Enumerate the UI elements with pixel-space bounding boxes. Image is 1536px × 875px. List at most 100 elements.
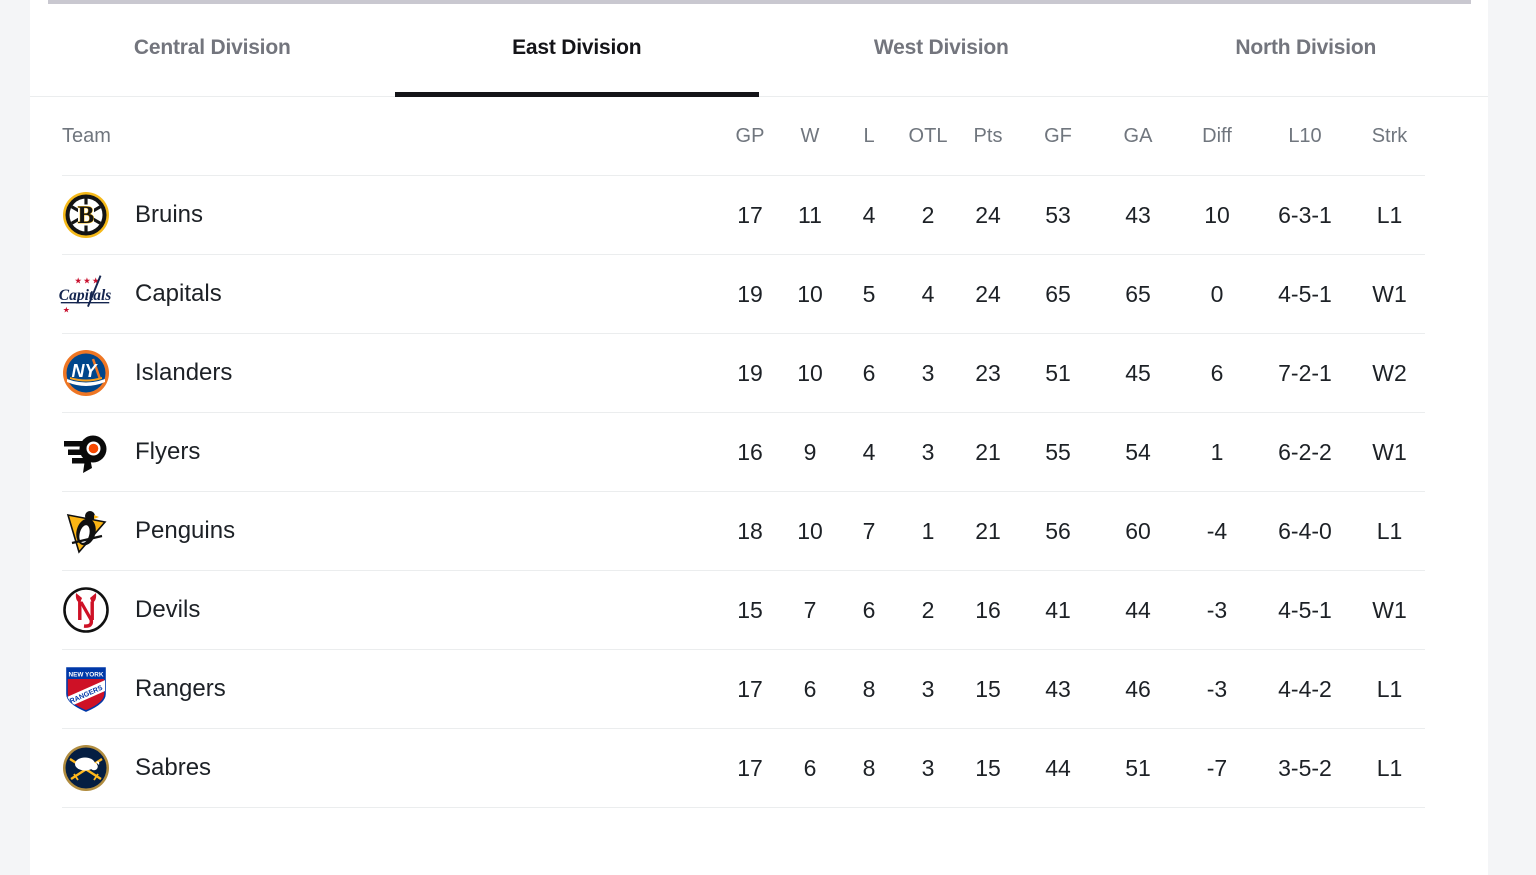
column-header-gf: GF <box>1044 124 1072 147</box>
devils-logo: N <box>62 586 110 634</box>
team-name: Capitals <box>135 280 222 307</box>
tab-west-division[interactable]: West Division <box>759 0 1124 96</box>
team-cell[interactable]: Penguins <box>62 507 720 555</box>
table-row[interactable]: B Bruins 17 11 4 2 24 53 43 10 6-3-1 L1 <box>62 176 1425 255</box>
tab-central-division[interactable]: Central Division <box>30 0 395 96</box>
cell-w: 6 <box>803 675 817 702</box>
tab-label: West Division <box>873 36 1009 59</box>
team-cell[interactable]: Flyers <box>62 428 720 476</box>
cell-gf: 41 <box>1045 596 1071 623</box>
svg-text:B: B <box>78 202 95 229</box>
team-cell[interactable]: N Devils <box>62 586 720 634</box>
cell-diff: -3 <box>1206 675 1228 702</box>
cell-otl: 2 <box>921 596 935 623</box>
cell-diff: -7 <box>1206 754 1228 781</box>
cell-otl: 4 <box>921 280 935 307</box>
cell-gp: 17 <box>737 201 763 228</box>
svg-text:★: ★ <box>74 275 82 285</box>
team-cell[interactable]: NY Islanders <box>62 349 720 397</box>
table-row[interactable]: NEW YORK RANGERS Rangers 17 6 8 3 15 43 46 -3 4-4… <box>62 650 1425 729</box>
table-row[interactable]: Sabres 17 6 8 3 15 44 51 -7 3-5-2 L1 <box>62 729 1425 808</box>
cell-otl: 3 <box>921 438 935 465</box>
standings-table: Team GP W L OTL Pts GF GA Diff L10 Strk B Bruins 17… <box>59 97 1425 808</box>
table-row[interactable]: N Devils 15 7 6 2 16 41 44 -3 4-5-1 W1 <box>62 571 1425 650</box>
table-body: B Bruins 17 11 4 2 24 53 43 10 6-3-1 L1 ★ ★ ★ Capita… <box>59 176 1425 808</box>
table-row[interactable]: Flyers 16 9 4 3 21 55 54 1 6-2-2 W1 <box>62 413 1425 492</box>
team-cell[interactable]: Sabres <box>62 744 720 792</box>
cell-diff: 6 <box>1210 359 1224 386</box>
rangers-logo: NEW YORK RANGERS <box>62 665 110 713</box>
cell-ga: 46 <box>1125 675 1151 702</box>
cell-strk: L1 <box>1376 201 1403 228</box>
cell-gp: 15 <box>737 596 763 623</box>
bruins-logo: B <box>62 191 110 239</box>
cell-strk: W1 <box>1372 438 1407 465</box>
team-name: Bruins <box>135 201 204 228</box>
cell-otl: 1 <box>921 517 935 544</box>
cell-otl: 3 <box>921 675 935 702</box>
cell-l: 8 <box>862 675 876 702</box>
table-row[interactable]: ★ ★ ★ Capitals ★ Capitals 19 10 5 4 24 65 65 0 4-5-… <box>59 255 1425 334</box>
cell-pts: 24 <box>975 280 1001 307</box>
svg-text:NY: NY <box>71 361 98 381</box>
svg-text:Capitals: Capitals <box>59 287 112 304</box>
team-name: Penguins <box>135 517 236 544</box>
column-header-ga: GA <box>1123 124 1153 147</box>
cell-gf: 56 <box>1045 517 1071 544</box>
team-name: Islanders <box>135 359 233 386</box>
cell-l10: 6-2-2 <box>1278 438 1332 465</box>
cell-w: 10 <box>797 280 823 307</box>
cell-gf: 44 <box>1045 754 1071 781</box>
cell-w: 10 <box>797 517 823 544</box>
table-row[interactable]: NY Islanders 19 10 6 3 23 51 45 6 7-2-1 W2 <box>62 334 1425 413</box>
cell-ga: 45 <box>1125 359 1151 386</box>
tab-north-division[interactable]: North Division <box>1124 0 1489 96</box>
cell-l: 8 <box>862 754 876 781</box>
cell-diff: 0 <box>1210 280 1224 307</box>
cell-strk: W2 <box>1372 359 1407 386</box>
cell-ga: 54 <box>1125 438 1151 465</box>
cell-l10: 4-5-1 <box>1278 280 1332 307</box>
cell-gp: 19 <box>737 359 763 386</box>
division-tabs: Central Division East Division West Divisi… <box>30 0 1488 97</box>
cell-otl: 3 <box>921 754 935 781</box>
cell-l: 5 <box>862 280 876 307</box>
cell-strk: L1 <box>1376 675 1403 702</box>
table-row[interactable]: Penguins 18 10 7 1 21 56 60 -4 6-4-0 L1 <box>62 492 1425 571</box>
cell-gf: 65 <box>1045 280 1071 307</box>
column-header-team: Team <box>62 124 111 147</box>
column-header-otl: OTL <box>908 124 948 147</box>
team-cell[interactable]: ★ ★ ★ Capitals ★ Capitals <box>59 271 720 317</box>
cell-gf: 43 <box>1045 675 1071 702</box>
sabres-logo <box>62 744 110 792</box>
cell-pts: 21 <box>975 517 1001 544</box>
cell-ga: 60 <box>1125 517 1151 544</box>
column-header-strk: Strk <box>1371 124 1408 147</box>
cell-pts: 21 <box>975 438 1001 465</box>
svg-text:N: N <box>76 596 96 626</box>
cell-diff: -4 <box>1206 517 1228 544</box>
team-name: Rangers <box>135 675 226 702</box>
cell-l: 4 <box>862 438 876 465</box>
flyers-logo <box>62 428 110 476</box>
cell-l10: 6-3-1 <box>1278 201 1332 228</box>
team-name: Sabres <box>135 754 212 781</box>
team-cell[interactable]: NEW YORK RANGERS Rangers <box>62 665 720 713</box>
svg-text:★: ★ <box>63 305 70 314</box>
cell-gf: 51 <box>1045 359 1071 386</box>
cell-strk: W1 <box>1372 596 1407 623</box>
cell-strk: L1 <box>1376 517 1403 544</box>
team-cell[interactable]: B Bruins <box>62 191 720 239</box>
tab-east-division[interactable]: East Division <box>394 0 760 97</box>
cell-pts: 15 <box>975 754 1001 781</box>
cell-diff: 1 <box>1210 438 1224 465</box>
cell-pts: 16 <box>975 596 1001 623</box>
cell-ga: 43 <box>1125 201 1151 228</box>
column-header-pts: Pts <box>973 124 1003 147</box>
cell-w: 6 <box>803 754 817 781</box>
cell-w: 11 <box>798 201 822 228</box>
penguins-logo <box>62 507 110 555</box>
cell-otl: 3 <box>921 359 935 386</box>
table-header-row: Team GP W L OTL Pts GF GA Diff L10 Strk <box>62 97 1425 176</box>
cell-ga: 65 <box>1125 280 1151 307</box>
